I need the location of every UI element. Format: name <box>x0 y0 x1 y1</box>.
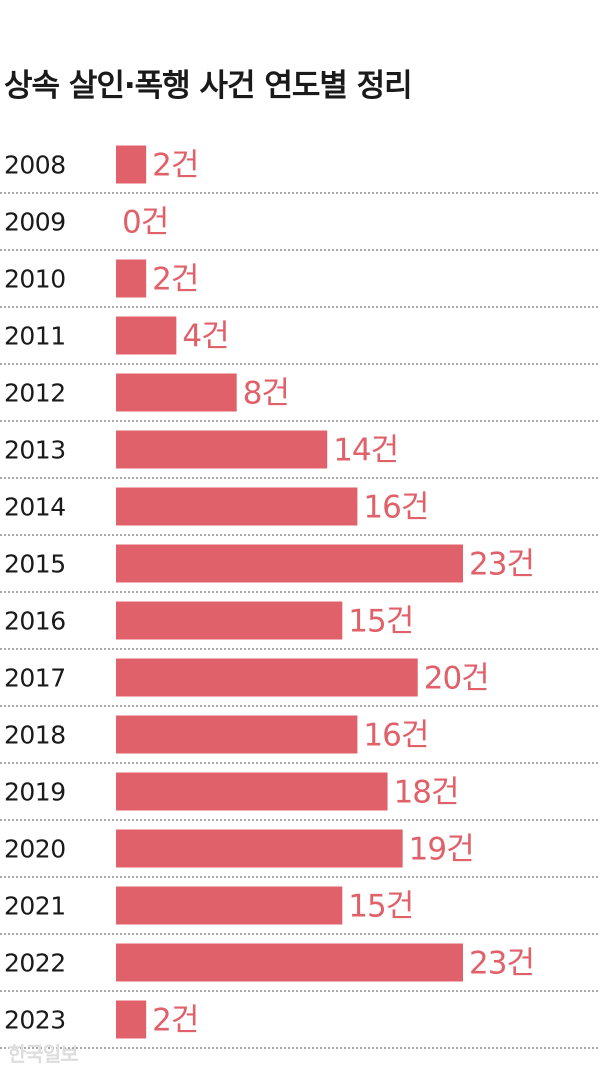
year-label-2010: 2010 <box>4 265 66 294</box>
value-label-2016: 15건 <box>348 604 413 640</box>
bar-2020 <box>116 829 403 868</box>
year-label-2019: 2019 <box>4 778 66 807</box>
bar-2008 <box>116 145 147 184</box>
year-label-2013: 2013 <box>4 436 66 465</box>
value-label-2015: 23건 <box>469 547 534 583</box>
year-label-2012: 2012 <box>4 379 66 408</box>
year-label-2016: 2016 <box>4 607 66 636</box>
year-label-2014: 2014 <box>4 493 66 522</box>
year-label-2023: 2023 <box>4 1006 66 1035</box>
year-label-2008: 2008 <box>4 151 66 180</box>
bar-2010 <box>116 259 147 298</box>
value-label-2013: 14건 <box>333 433 398 469</box>
value-label-2008: 2건 <box>152 148 198 184</box>
year-label-2017: 2017 <box>4 664 66 693</box>
year-label-2011: 2011 <box>4 322 66 351</box>
bar-2019 <box>116 772 388 811</box>
value-label-2014: 16건 <box>363 490 428 526</box>
bar-2022 <box>116 943 463 982</box>
value-label-2021: 15건 <box>348 889 413 925</box>
year-label-2009: 2009 <box>4 208 66 237</box>
bar-2023 <box>116 1000 147 1039</box>
watermark-logo: 한국일보 <box>8 1042 79 1066</box>
value-label-2022: 23건 <box>469 946 534 982</box>
bar-2012 <box>116 373 237 412</box>
bar-2014 <box>116 487 358 526</box>
year-label-2021: 2021 <box>4 892 66 921</box>
bar-2011 <box>116 316 177 355</box>
year-label-2020: 2020 <box>4 835 66 864</box>
value-label-2010: 2건 <box>152 262 198 298</box>
value-label-2020: 19건 <box>409 832 474 868</box>
value-label-2012: 8건 <box>243 376 289 412</box>
bar-2016 <box>116 601 343 640</box>
value-label-2018: 16건 <box>363 718 428 754</box>
bar-2015 <box>116 544 463 583</box>
year-label-2015: 2015 <box>4 550 66 579</box>
chart-title: 상속 살인·폭행 사건 연도별 정리 <box>4 68 413 104</box>
value-label-2019: 18건 <box>394 775 459 811</box>
year-label-2018: 2018 <box>4 721 66 750</box>
bar-2017 <box>116 658 418 697</box>
year-label-2022: 2022 <box>4 949 66 978</box>
value-label-2011: 4건 <box>182 319 228 355</box>
bar-2013 <box>116 430 328 469</box>
value-label-2017: 20건 <box>424 661 489 697</box>
value-label-2009: 0건 <box>122 205 168 241</box>
bar-2021 <box>116 886 343 925</box>
bar-2018 <box>116 715 358 754</box>
value-label-2023: 2건 <box>152 1003 198 1039</box>
